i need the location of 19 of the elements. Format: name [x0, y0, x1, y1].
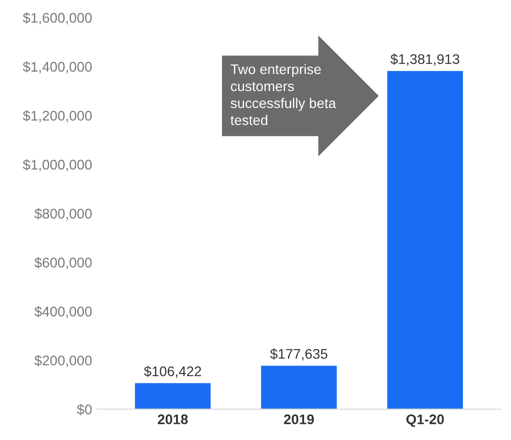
bar — [261, 366, 337, 410]
y-tick-label: $200,000 — [34, 355, 92, 368]
x-tick-label: 2018 — [158, 414, 188, 424]
annotation: Two enterprise customers successfully beta tested — [230, 64, 336, 126]
y-tick-label: $1,200,000 — [22, 110, 92, 122]
x-tick-label: 2019 — [284, 414, 314, 424]
bar — [134, 383, 211, 410]
data-label: $106,422 — [144, 366, 202, 378]
data-label: $1,381,913 — [390, 54, 460, 66]
data-label: $177,635 — [270, 348, 328, 360]
y-tick-label: $1,000,000 — [22, 159, 92, 172]
bar — [387, 70, 463, 410]
y-tick-label: $0 — [76, 404, 92, 416]
y-tick-label: $1,600,000 — [22, 12, 92, 24]
x-tick-label: Q1-20 — [406, 414, 444, 427]
y-tick-label: $1,400,000 — [22, 61, 92, 74]
y-tick-label: $800,000 — [34, 208, 92, 220]
y-tick-label: $600,000 — [34, 257, 92, 270]
y-tick-label: $400,000 — [34, 306, 92, 318]
